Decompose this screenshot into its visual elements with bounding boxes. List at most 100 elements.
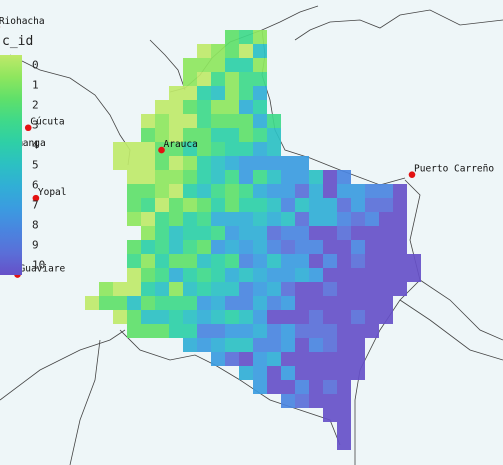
heatmap-cell [323,170,337,184]
heatmap-cell [295,282,309,296]
heatmap-cell [337,394,351,408]
heatmap-cell [225,240,239,254]
heatmap-cell [351,240,365,254]
heatmap-cell [183,128,197,142]
heatmap-cell [155,100,169,114]
city-label: Guaviare [20,264,66,275]
heatmap-cell [183,324,197,338]
heatmap-cell [295,310,309,324]
city-label: Yopal [38,187,67,198]
heatmap-cell [337,338,351,352]
heatmap-cell [211,268,225,282]
heatmap-cell [267,296,281,310]
heatmap-cell [183,240,197,254]
heatmap-cell [267,198,281,212]
heatmap-cell [99,282,113,296]
heatmap-cell [183,198,197,212]
heatmap-cell [239,100,253,114]
city-marker[interactable] [158,146,165,154]
heatmap-cell [197,128,211,142]
heatmap-cell [267,254,281,268]
heatmap-cell [267,282,281,296]
heatmap-cell [211,156,225,170]
heatmap-cell [211,58,225,72]
heatmap-cell [309,338,323,352]
heatmap-cell [253,338,267,352]
city-marker[interactable] [408,171,416,178]
heatmap-cell [127,170,141,184]
heatmap-cell [253,352,267,366]
heatmap-cell [365,296,379,310]
heatmap-cell [253,324,267,338]
heatmap-cell [337,212,351,226]
heatmap-cell [365,240,379,254]
heatmap-cell [379,212,393,226]
heatmap-cell [183,170,197,184]
venezuela-north [294,9,503,41]
heatmap-cell [253,44,267,58]
heatmap-cell [281,226,295,240]
heatmap-cell [155,198,169,212]
city-label: Bucaramanga [0,138,46,149]
heatmap-cell [211,184,225,198]
heatmap-cell [197,170,211,184]
heatmap-cell [267,324,281,338]
heatmap-cell [183,338,197,352]
heatmap-cell [309,226,323,240]
city-marker[interactable] [32,194,40,202]
heatmap-cell [155,254,169,268]
heatmap-cell [225,156,239,170]
heatmap-cell [141,128,155,142]
heatmap-cell [127,142,141,156]
heatmap-cell [127,254,141,268]
heatmap-cell [239,352,253,366]
heatmap-cell [211,240,225,254]
heatmap-cell [239,240,253,254]
heatmap-cell [239,142,253,156]
heatmap-cell [225,352,239,366]
heatmap-cell [281,338,295,352]
heatmap-cell [197,310,211,324]
heatmap-cell [253,226,267,240]
heatmap-cell [253,72,267,86]
heatmap-cell [99,296,113,310]
heatmap-cell [211,44,225,58]
heatmap-cell [253,254,267,268]
heatmap-cell [337,226,351,240]
heatmap-cell [113,156,127,170]
city-marker[interactable] [24,124,32,132]
heatmap-cell [281,366,295,380]
heatmap-cell [281,282,295,296]
heatmap-cell [253,156,267,170]
city-markers: RiohachaSanta MartaBarranquillaCartagena… [0,16,494,278]
heatmap-cell [211,128,225,142]
heatmap-cell [239,324,253,338]
heatmap-cell [281,240,295,254]
heatmap-cell [225,212,239,226]
heatmap-cell [393,268,407,282]
heatmap-cell [169,254,183,268]
heatmap-cell [253,30,267,44]
heatmap-cell [267,226,281,240]
heatmap-cell [197,58,211,72]
heatmap-cell [169,184,183,198]
heatmap-cell [225,198,239,212]
legend-body: 0 1 2 3 4 5 6 7 8 9 10 [0,55,50,275]
heatmap-cell [365,226,379,240]
heatmap-cell [337,380,351,394]
heatmap-cell [211,198,225,212]
heatmap-cell [295,268,309,282]
heatmap-cell [351,296,365,310]
heatmap-cell [253,184,267,198]
heatmap-cell [183,268,197,282]
heatmap-cell [407,254,421,268]
heatmap-cell [141,156,155,170]
heatmap-cell [365,184,379,198]
heatmap-cell [169,198,183,212]
heatmap-cell [183,212,197,226]
heatmap-cell [323,352,337,366]
heatmap-cell [239,114,253,128]
heatmap-cell [267,156,281,170]
heatmap-cell [127,156,141,170]
